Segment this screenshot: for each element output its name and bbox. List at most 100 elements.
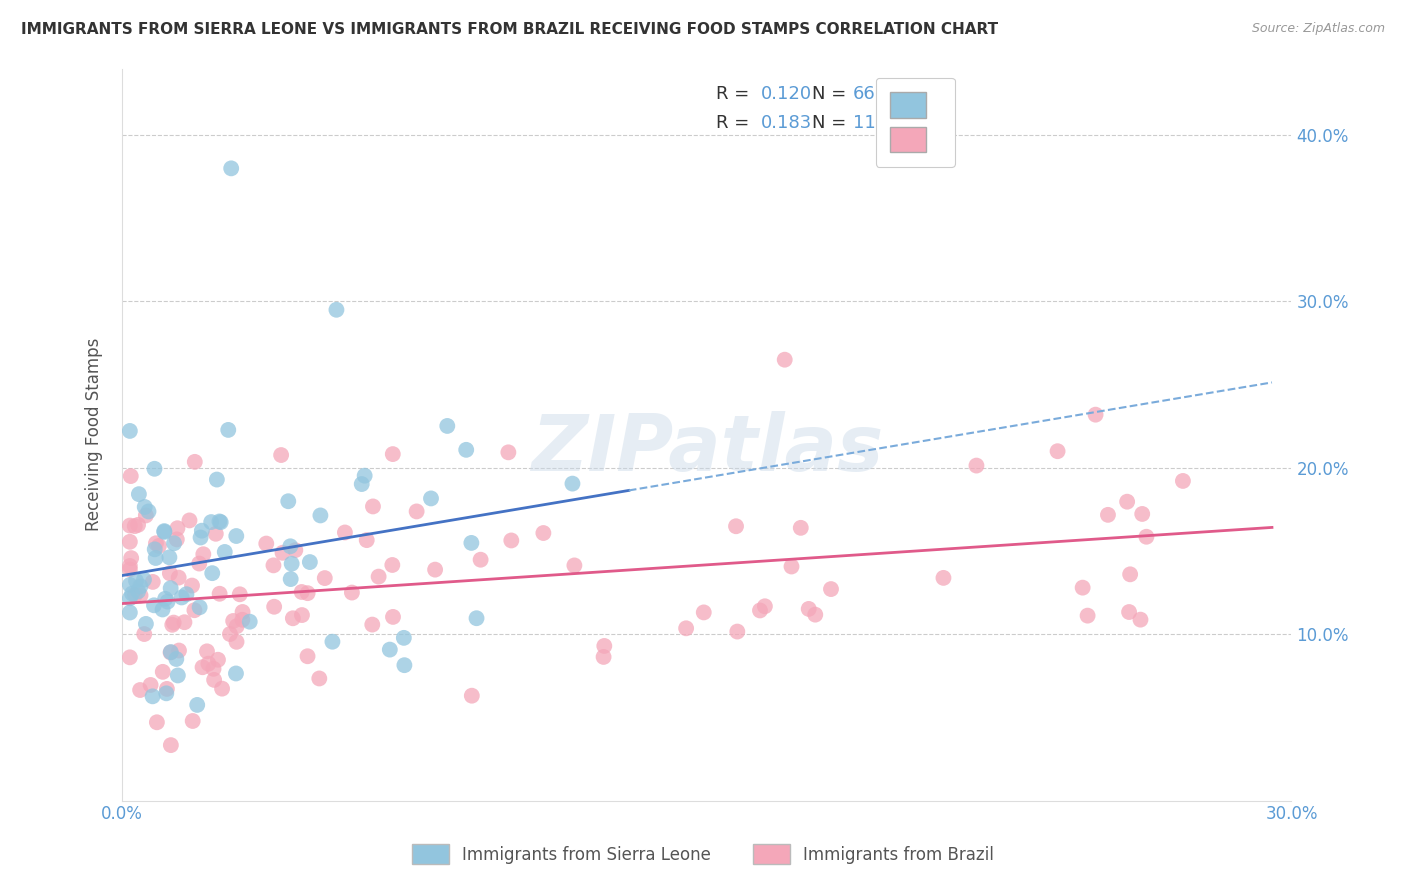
Point	[134, 500, 156, 514]
Point	[284, 543, 307, 558]
Point	[118, 650, 141, 665]
Text: N =: N =	[813, 114, 852, 132]
Point	[804, 607, 827, 622]
Point	[207, 653, 229, 667]
Point	[291, 608, 314, 623]
Text: N =: N =	[813, 85, 852, 103]
Point	[280, 572, 302, 586]
Point	[308, 672, 330, 686]
Point	[129, 579, 152, 593]
Point	[693, 606, 716, 620]
Point	[166, 521, 188, 535]
Point	[1046, 444, 1069, 458]
Point	[217, 423, 239, 437]
Point	[170, 591, 193, 605]
Point	[208, 515, 231, 529]
Point	[181, 578, 204, 592]
Point	[222, 614, 245, 628]
Point	[297, 649, 319, 664]
Point	[219, 161, 242, 176]
Point	[790, 521, 813, 535]
Point	[321, 634, 343, 648]
Point	[138, 504, 160, 518]
Point	[118, 606, 141, 620]
Point	[1129, 613, 1152, 627]
Point	[561, 476, 583, 491]
Point	[501, 533, 523, 548]
Point	[121, 586, 143, 600]
Point	[128, 487, 150, 501]
Point	[160, 738, 183, 752]
Point	[1097, 508, 1119, 522]
Point	[129, 589, 152, 603]
Point	[965, 458, 987, 473]
Point	[254, 536, 277, 550]
Point	[118, 562, 141, 576]
Point	[183, 603, 205, 617]
Point	[470, 552, 492, 566]
Point	[188, 557, 211, 571]
Y-axis label: Receiving Food Stamps: Receiving Food Stamps	[86, 338, 103, 532]
Point	[181, 714, 204, 728]
Point	[725, 624, 748, 639]
Point	[167, 643, 190, 657]
Point	[209, 515, 232, 529]
Point	[159, 581, 181, 595]
Text: 0.183: 0.183	[761, 114, 811, 132]
Point	[1171, 474, 1194, 488]
Point	[225, 529, 247, 543]
Point	[405, 504, 427, 518]
Point	[394, 658, 416, 673]
Text: ZIPatlas: ZIPatlas	[530, 411, 883, 487]
Point	[564, 558, 586, 573]
Point	[465, 611, 488, 625]
Point	[190, 531, 212, 545]
Text: 112: 112	[853, 114, 887, 132]
Point	[381, 558, 404, 572]
Point	[153, 591, 176, 606]
Point	[420, 491, 443, 506]
Point	[325, 302, 347, 317]
Point	[156, 681, 179, 696]
Text: 0.120: 0.120	[761, 85, 811, 103]
Point	[143, 462, 166, 476]
Point	[754, 599, 776, 614]
Text: R =: R =	[716, 114, 755, 132]
Point	[1119, 567, 1142, 582]
Point	[298, 555, 321, 569]
Point	[456, 442, 478, 457]
Point	[1071, 581, 1094, 595]
Point	[531, 526, 554, 541]
Point	[152, 665, 174, 679]
Point	[1135, 530, 1157, 544]
Point	[162, 617, 184, 632]
Point	[135, 616, 157, 631]
Point	[593, 639, 616, 653]
Point	[166, 668, 188, 682]
Point	[297, 586, 319, 600]
Point	[277, 494, 299, 508]
Point	[159, 645, 181, 659]
Point	[200, 515, 222, 529]
Point	[378, 642, 401, 657]
Point	[231, 613, 253, 627]
Point	[159, 566, 181, 581]
Point	[382, 610, 405, 624]
Point	[179, 513, 201, 527]
Point	[125, 574, 148, 588]
Point	[205, 473, 228, 487]
Point	[124, 519, 146, 533]
Point	[239, 615, 262, 629]
Point	[118, 559, 141, 574]
Point	[118, 534, 141, 549]
Point	[461, 689, 484, 703]
Point	[592, 649, 614, 664]
Point	[118, 424, 141, 438]
Point	[498, 445, 520, 459]
Point	[229, 587, 252, 601]
Point	[202, 662, 225, 676]
Point	[225, 666, 247, 681]
Point	[145, 536, 167, 550]
Point	[148, 539, 170, 553]
Point	[118, 578, 141, 592]
